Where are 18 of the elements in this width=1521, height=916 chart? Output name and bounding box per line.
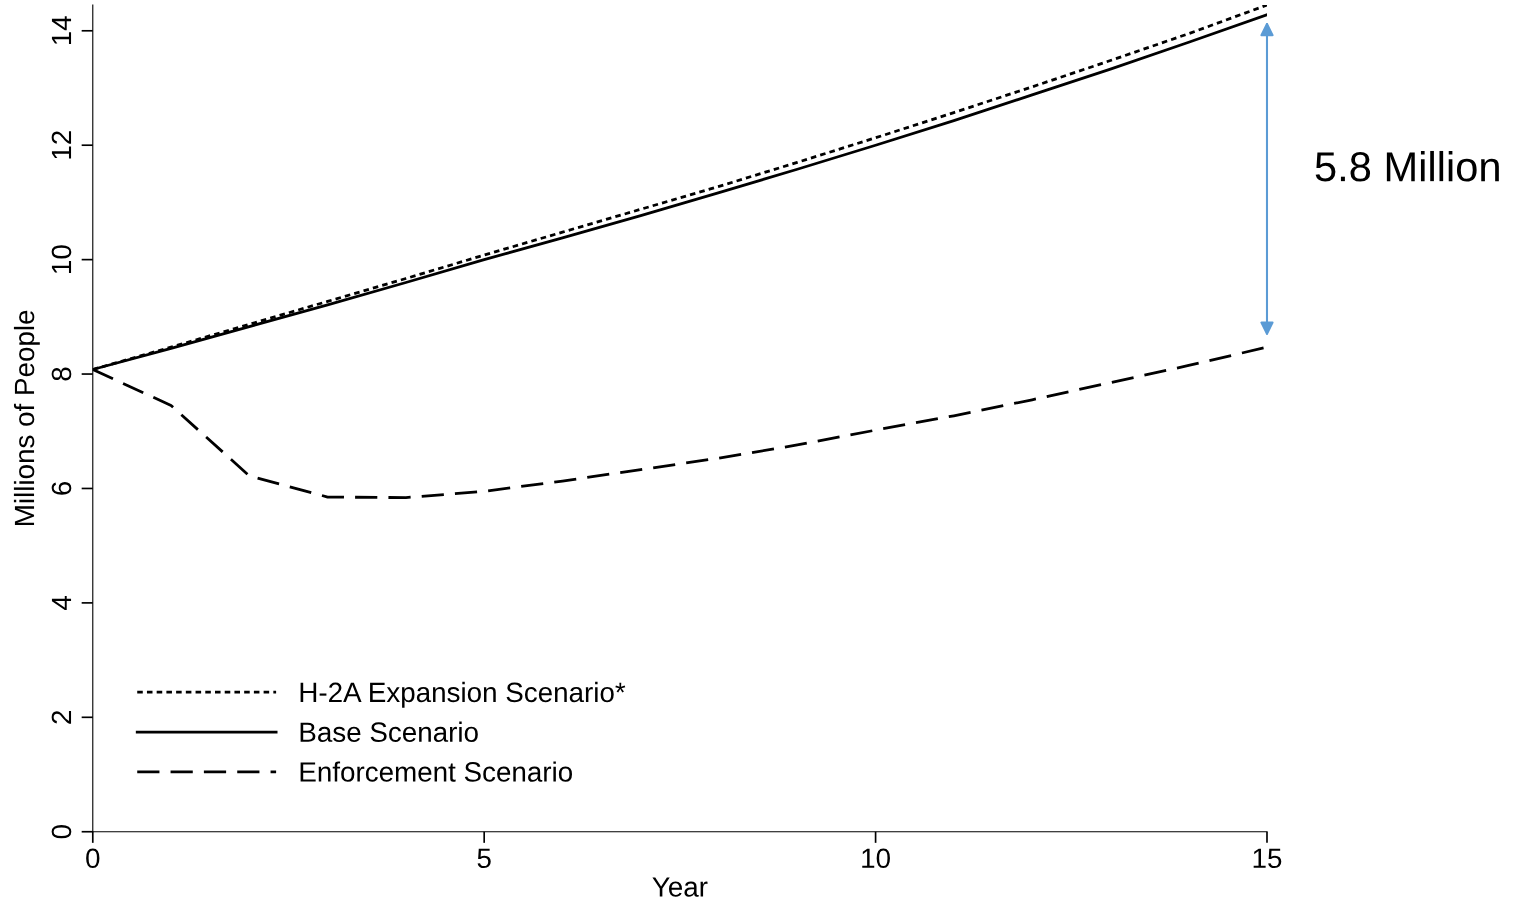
x-axis-title: Year bbox=[652, 877, 708, 897]
y-tick-label: 10 bbox=[51, 245, 72, 273]
text: 5.8 Million bbox=[1315, 150, 1499, 182]
y-tick-label: 14 bbox=[51, 16, 72, 45]
y-tick-label: 4 bbox=[51, 595, 72, 610]
y-tick-label: 0 bbox=[51, 825, 72, 839]
y-tick-label: 12 bbox=[51, 131, 72, 159]
legend-label: H-2A Expansion Scenario* bbox=[300, 681, 626, 708]
x-tick-label: 10 bbox=[862, 848, 890, 869]
y-tick-label: 6 bbox=[51, 481, 72, 495]
legend-label: Base Scenario bbox=[300, 721, 478, 743]
x-tick-label: 0 bbox=[86, 848, 100, 869]
y-tick-label: 8 bbox=[51, 367, 72, 381]
x-tick-label: 5 bbox=[477, 848, 491, 869]
y-axis-title: Millions of People bbox=[13, 310, 40, 525]
x-tick-label: 15 bbox=[1253, 848, 1282, 869]
legend-label: Enforcement Scenario bbox=[300, 761, 573, 782]
y-tick-label: 2 bbox=[51, 710, 72, 724]
